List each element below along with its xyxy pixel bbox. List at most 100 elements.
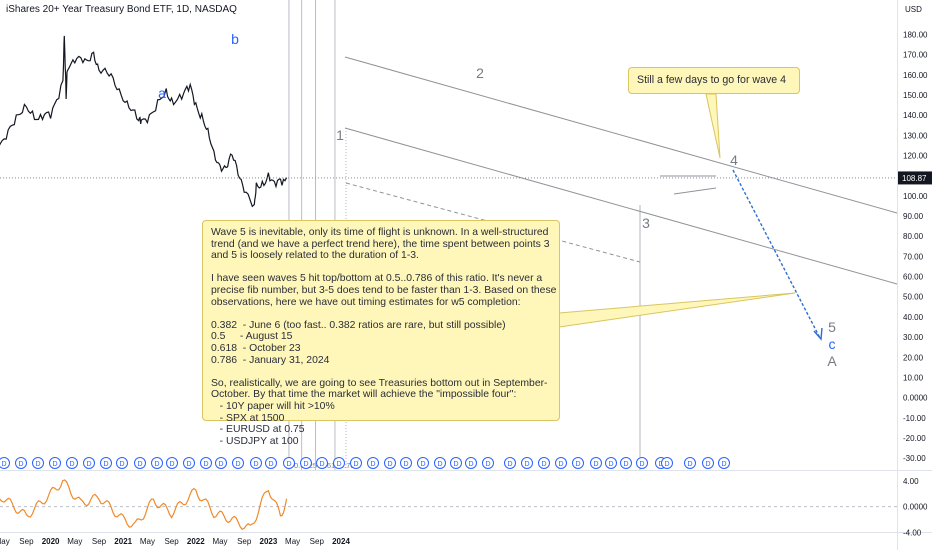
dividend-marker-label: D bbox=[370, 461, 375, 468]
dividend-marker-label: D bbox=[35, 461, 40, 468]
note-line: and 5 is loosely related to the duration… bbox=[211, 250, 419, 262]
dividend-marker-label: D bbox=[639, 461, 644, 468]
dividend-marker bbox=[49, 457, 61, 469]
time-axis-label: May bbox=[0, 537, 10, 546]
dividend-marker bbox=[465, 457, 477, 469]
price-tick-label: 100.00 bbox=[903, 192, 928, 201]
trend-channel bbox=[344, 56, 898, 341]
price-tick-label: 90.00 bbox=[903, 212, 924, 221]
dividend-marker bbox=[572, 457, 584, 469]
dividend-marker-label: D bbox=[169, 461, 174, 468]
dividend-marker-label: D bbox=[18, 461, 23, 468]
osc-tick-label: -4.00 bbox=[903, 528, 922, 537]
note-line: 0.618 - October 23 bbox=[211, 342, 301, 354]
oscillator-line bbox=[0, 479, 288, 531]
time-axis-label: 2020 bbox=[42, 537, 60, 546]
dividend-marker-label: D bbox=[218, 461, 223, 468]
dividend-marker bbox=[350, 457, 362, 469]
callout-wave4[interactable]: Still a few days to go for wave 4 bbox=[628, 67, 800, 94]
wave-label-A: A bbox=[827, 353, 837, 369]
osc-tick-label: 0.0000 bbox=[903, 503, 928, 512]
dividend-marker bbox=[265, 457, 277, 469]
projection-guide bbox=[345, 182, 641, 263]
dividend-marker bbox=[482, 457, 494, 469]
price-tick-label: 120.00 bbox=[903, 151, 928, 160]
dividend-marker-label: D bbox=[558, 461, 563, 468]
dividend-marker bbox=[702, 457, 714, 469]
note-line: - 10Y paper will hit >10% bbox=[211, 400, 335, 412]
dividend-marker-label: D bbox=[69, 461, 74, 468]
dividend-marker-label: D bbox=[420, 461, 425, 468]
dividend-marker-label: D bbox=[86, 461, 91, 468]
time-axis-label: May bbox=[67, 537, 82, 546]
callout-wave4-pointer bbox=[705, 93, 721, 159]
price-tick-label: -10.00 bbox=[903, 414, 926, 423]
dividend-marker bbox=[232, 457, 244, 469]
dividend-marker-label: D bbox=[623, 461, 628, 468]
time-axis-label: 2021 bbox=[114, 537, 132, 546]
dividend-marker-label: D bbox=[203, 461, 208, 468]
note-line: observations, here we have out timing es… bbox=[211, 296, 521, 308]
price-tick-label: 180.00 bbox=[903, 30, 928, 39]
fib-label: 0.786 bbox=[340, 461, 359, 470]
dividend-marker bbox=[66, 457, 78, 469]
analysis-note[interactable]: Wave 5 is inevitable, only its time of f… bbox=[202, 220, 560, 447]
price-tick-label: 10.00 bbox=[903, 373, 924, 382]
dividend-marker bbox=[15, 457, 27, 469]
dividend-marker bbox=[83, 457, 95, 469]
note-line: trend (and we have a perfect trend here)… bbox=[211, 238, 550, 250]
note-line: 0.5 - August 15 bbox=[211, 331, 293, 343]
dividend-marker bbox=[116, 457, 128, 469]
time-axis-label: May bbox=[140, 537, 155, 546]
dividend-marker bbox=[417, 457, 429, 469]
dividend-marker bbox=[316, 457, 328, 469]
time-axis-label: Sep bbox=[92, 537, 107, 546]
note-line: - USDJPY at 100 bbox=[211, 435, 299, 447]
dividend-marker-label: D bbox=[336, 461, 341, 468]
dividend-marker bbox=[200, 457, 212, 469]
price-tick-label: -30.00 bbox=[903, 454, 926, 463]
dividend-marker-label: D bbox=[286, 461, 291, 468]
last-price-label: 108.87 bbox=[902, 174, 927, 183]
chart-title: iShares 20+ Year Treasury Bond ETF, 1D, … bbox=[6, 4, 237, 15]
note-line: 0.382 - June 6 (too fast.. 0.382 ratios … bbox=[211, 319, 506, 331]
dividend-marker bbox=[250, 457, 262, 469]
note-line: - EURUSD at 0.75 bbox=[211, 424, 305, 436]
wave-label-3: 3 bbox=[642, 215, 650, 231]
dividend-marker bbox=[504, 457, 516, 469]
dividend-marker bbox=[450, 457, 462, 469]
price-tick-label: 20.00 bbox=[903, 353, 924, 362]
note-line bbox=[211, 308, 551, 320]
wave-label-4: 4 bbox=[730, 152, 738, 168]
wave-label-a: a bbox=[158, 85, 166, 101]
dividend-marker-label: D bbox=[705, 461, 710, 468]
projection-arrowhead bbox=[813, 327, 823, 341]
dividend-marker-label: D bbox=[387, 461, 392, 468]
dividend-marker-label: D bbox=[485, 461, 490, 468]
note-line: Wave 5 is inevitable, only its time of f… bbox=[211, 227, 549, 238]
dividend-marker-label: D bbox=[353, 461, 358, 468]
dividend-marker bbox=[555, 457, 567, 469]
dividend-marker bbox=[590, 457, 602, 469]
wave-label-c: c bbox=[829, 336, 836, 352]
dividend-marker-label: D bbox=[103, 461, 108, 468]
channel-upper bbox=[344, 56, 898, 214]
dividend-marker bbox=[620, 457, 632, 469]
dividend-marker-label: D bbox=[1, 461, 6, 468]
dividend-marker bbox=[134, 457, 146, 469]
fib-label: 0.5 bbox=[307, 461, 317, 470]
wave-labels: a b 1 2 3 4 5cA bbox=[158, 31, 837, 369]
time-axis-label: May bbox=[212, 537, 227, 546]
dividend-marker bbox=[636, 457, 648, 469]
dividend-marker bbox=[684, 457, 696, 469]
time-axis-label: 2023 bbox=[260, 537, 278, 546]
dividend-marker-label: D bbox=[507, 461, 512, 468]
dividend-marker bbox=[333, 457, 345, 469]
price-series-line bbox=[0, 35, 288, 208]
price-tick-label: 140.00 bbox=[903, 111, 928, 120]
dividend-marker-label: D bbox=[575, 461, 580, 468]
dividend-marker-label: D bbox=[403, 461, 408, 468]
